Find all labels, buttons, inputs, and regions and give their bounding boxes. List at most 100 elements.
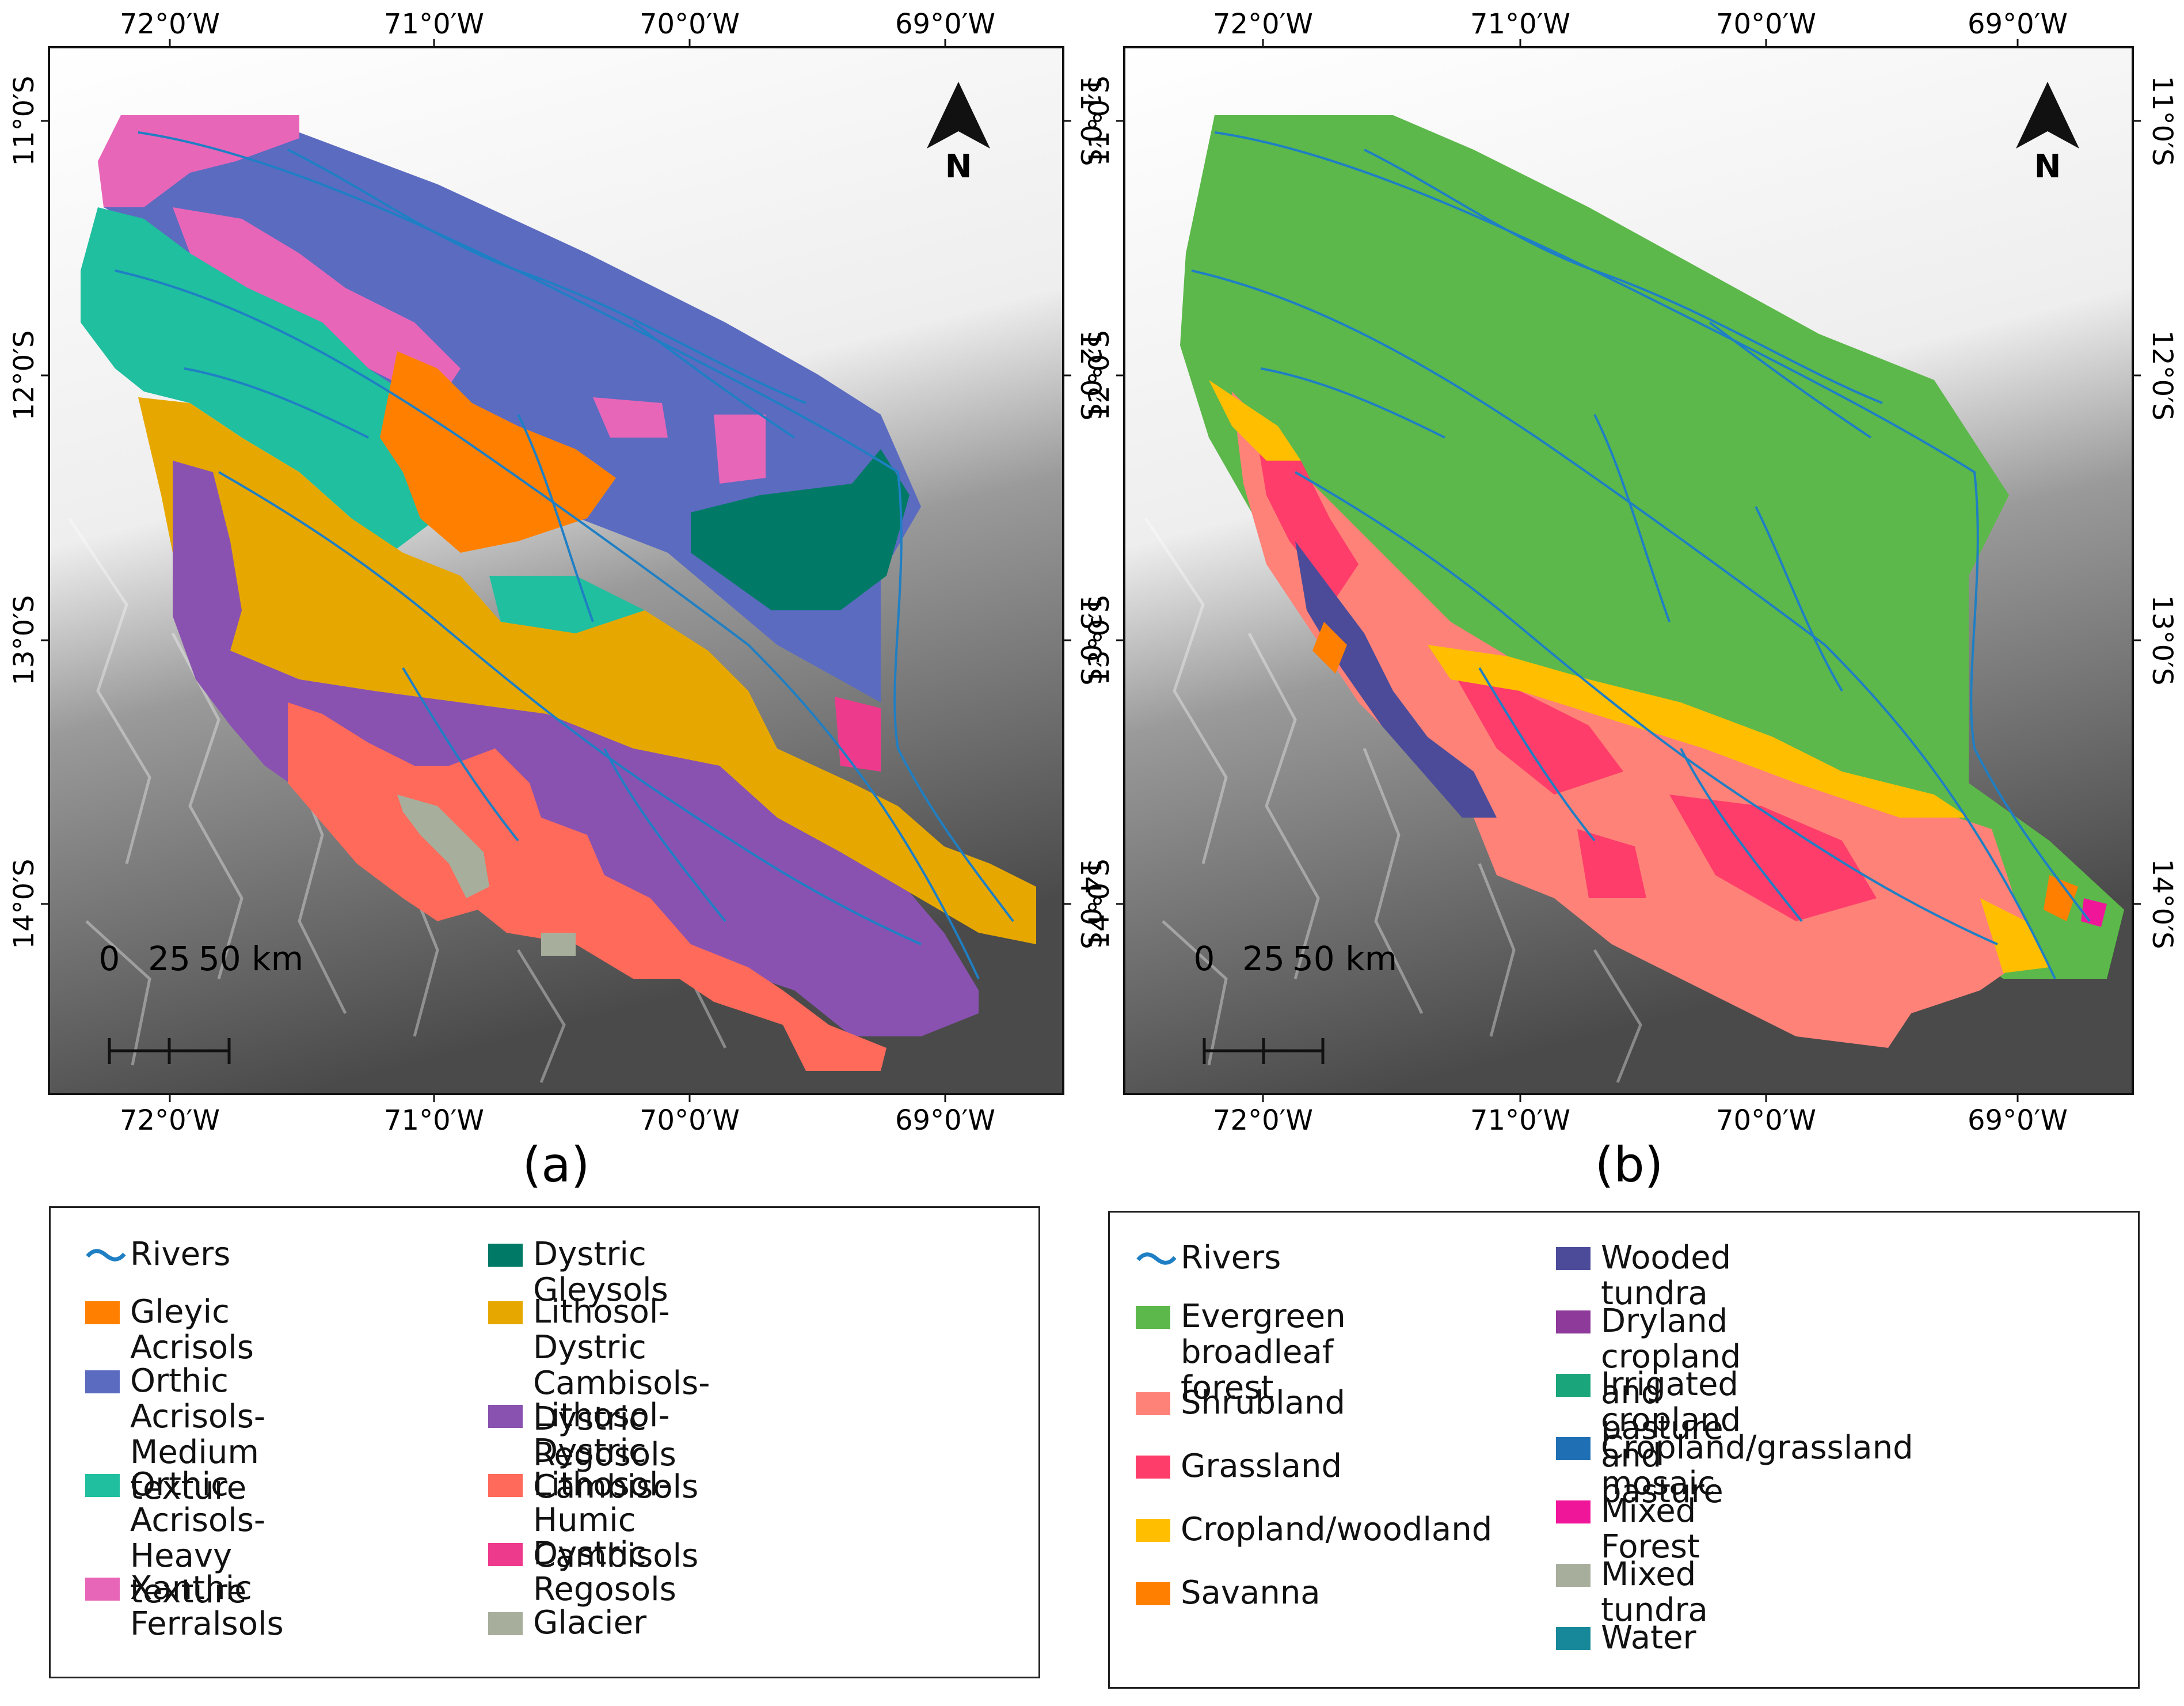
legend-label: Dryland cropland and pasture <box>1601 1302 1741 1447</box>
lon-label: 71°0′W <box>384 8 484 40</box>
lon-labels-top-a: 72°0′W 71°0′W 70°0′W 69°0′W <box>120 8 995 40</box>
scale-tick-25-a: 25 <box>148 939 191 978</box>
soil-lithosol-dystric-cambisols-dystric-regosols <box>138 397 1036 944</box>
legend-swatch <box>488 1405 523 1428</box>
scale-tick-0-a: 0 <box>99 939 120 978</box>
legend-label: Orthic Acrisols- Heavy texture <box>130 1466 266 1610</box>
legend-item: Lithosol-Humic Cambisols <box>488 1467 698 1574</box>
legend-swatch <box>488 1474 523 1497</box>
lat-label: 11°0′S <box>1083 76 1116 166</box>
lat-labels-left-b: 11°0′S 12°0′S 13°0′S 14°0′S <box>1083 76 1116 949</box>
lat-label: 11°0′S <box>2146 76 2178 166</box>
legend-label: Lithosol-Dystric Cambisols- Dystric Rego… <box>533 1293 710 1473</box>
legend-label: Mixed Forest <box>1601 1492 1700 1566</box>
lat-label: 12°0′S <box>8 330 40 421</box>
legend-label: Lithosol-Humic Cambisols <box>533 1466 699 1575</box>
legend-swatch <box>1556 1374 1591 1397</box>
legend-label: Gleyic Acrisols <box>130 1293 254 1366</box>
panel-label-a: (a) <box>522 1137 589 1193</box>
axis-ticks-a <box>41 39 1071 1102</box>
legend-item: Irrigated cropland and pasture <box>1556 1367 1741 1510</box>
legend-label: Dystric Regosols <box>533 1535 676 1608</box>
legend-swatch <box>85 1578 120 1601</box>
relief-texture <box>1144 517 1642 1083</box>
lc-grassland-2 <box>1451 668 1623 795</box>
lon-label: 72°0′W <box>1213 8 1313 40</box>
lon-label: 69°0′W <box>1968 1104 2068 1137</box>
legend-item: Shrubland <box>1136 1385 1345 1421</box>
legend-swatch <box>85 1474 120 1497</box>
legend-item: Evergreen broadleaf forest <box>1136 1299 1346 1406</box>
lat-label: 13°0′S <box>2146 595 2178 686</box>
scale-tick-25-b: 25 <box>1242 939 1285 978</box>
lc-savanna-2 <box>2044 875 2078 921</box>
soil-glacier-2 <box>541 933 576 956</box>
legend-item: Xanthic Ferralsols <box>85 1571 284 1642</box>
lon-label: 72°0′W <box>120 8 220 40</box>
legend-label: Mixed tundra <box>1601 1556 1708 1629</box>
legend-swatch <box>1556 1247 1591 1270</box>
legend-landcover: Rivers Evergreen broadleaf forest Shrublan… <box>1108 1211 2140 1689</box>
lon-labels-bottom-b: 72°0′W 71°0′W 70°0′W 69°0′W <box>1213 1104 2068 1137</box>
scale-tick-50-b: 50 km <box>1292 939 1397 978</box>
legend-swatch <box>488 1301 523 1324</box>
lc-evergreen-broadleaf-forest <box>1180 115 2124 979</box>
map-frame-a <box>48 46 1064 1095</box>
legend-item: Mixed Forest <box>1556 1494 1700 1565</box>
legend-item: Gleyic Acrisols <box>85 1294 254 1366</box>
north-arrow-icon <box>2016 82 2079 149</box>
lon-label: 71°0′W <box>384 1104 484 1137</box>
legend-swatch <box>1136 1519 1170 1542</box>
lc-grassland-1 <box>1255 426 1359 599</box>
legend-swatch <box>1136 1306 1170 1329</box>
legend-item: Orthic Acrisols- Medium texture <box>85 1363 265 1506</box>
lon-label: 70°0′W <box>1716 1104 1816 1137</box>
legend-swatch <box>1136 1392 1170 1415</box>
legend-label: Rivers <box>1181 1239 1281 1276</box>
north-label-a: N <box>945 148 972 185</box>
legend-label: Xanthic Ferralsols <box>130 1570 284 1643</box>
scale-bar-b <box>1203 1038 1325 1064</box>
legend-item: Dystric Regosols <box>488 1536 676 1608</box>
soil-glacier <box>397 795 489 898</box>
soil-xanthic-ferralsols-3 <box>714 415 766 484</box>
legend-item: Glacier <box>488 1605 646 1641</box>
scale-tick-0-b: 0 <box>1194 939 1215 978</box>
legend-label: Irrigated cropland and pasture <box>1601 1366 1741 1510</box>
legend-swatch <box>1556 1627 1591 1650</box>
rivers-b <box>1191 131 2091 979</box>
lc-cropland-woodland-2 <box>1428 645 1969 818</box>
soil-lithosol-humic-cambisols <box>288 702 886 1071</box>
soil-dystric-gleysols <box>691 449 910 610</box>
lon-label: 70°0′W <box>640 8 740 40</box>
lat-label: 13°0′S <box>1083 595 1116 686</box>
lc-savanna <box>1312 622 1347 674</box>
lat-label: 12°0′S <box>1074 330 1106 421</box>
legend-item: Rivers <box>85 1237 230 1272</box>
legend-label: Rivers <box>130 1236 231 1273</box>
legend-swatch <box>1136 1582 1170 1605</box>
legend-swatch <box>488 1244 523 1267</box>
scale-tick-50-a: 50 km <box>199 939 303 978</box>
legend-swatch <box>1556 1310 1591 1333</box>
legend-swatch <box>1556 1500 1591 1523</box>
lat-label: 11°0′S <box>8 76 40 166</box>
lat-label: 14°0′S <box>1083 859 1116 949</box>
lat-label: 14°0′S <box>1074 859 1106 949</box>
legend-item: Lithosol-Dystric Cambisols- Dystric Rego… <box>488 1294 710 1473</box>
lat-label: 12°0′S <box>2146 330 2178 421</box>
legend-label: Water <box>1601 1619 1696 1656</box>
lc-grassland-3 <box>1669 795 1877 921</box>
lc-grassland-4 <box>1577 829 1646 898</box>
legend-swatch <box>488 1612 523 1635</box>
legend-item: Dystric Gleysols <box>488 1237 668 1308</box>
legend-swatch <box>85 1301 120 1324</box>
legend-label: Grassland <box>1181 1447 1342 1485</box>
legend-label: Wooded tundra <box>1601 1239 1732 1312</box>
lat-label: 14°0′S <box>2146 859 2178 949</box>
north-label-b: N <box>2034 148 2061 185</box>
lat-labels-left-a: 11°0′S 12°0′S 13°0′S 14°0′S <box>8 76 40 949</box>
lc-cropland-woodland-1 <box>1209 380 1301 461</box>
soil-xanthic-ferralsols-1 <box>98 115 299 207</box>
lon-labels-top-b: 72°0′W 71°0′W 70°0′W 69°0′W <box>1213 8 2068 40</box>
